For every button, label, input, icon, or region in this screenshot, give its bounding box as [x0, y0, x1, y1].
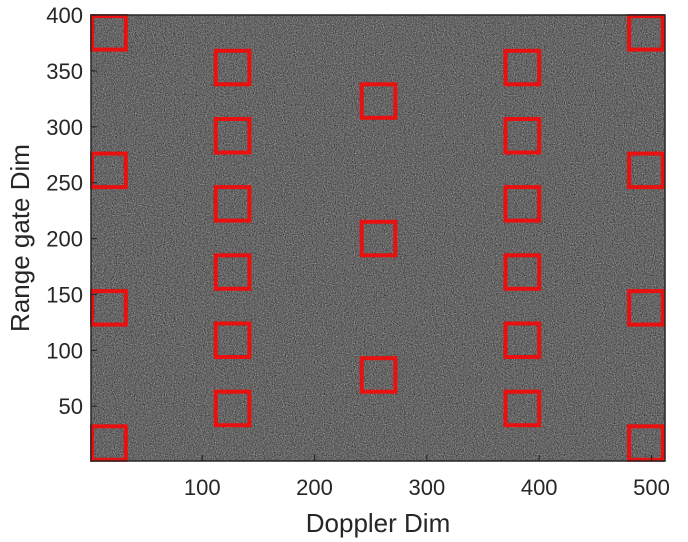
target-box [503, 321, 542, 359]
x-tick-label: 300 [409, 475, 446, 500]
target-box [359, 219, 398, 258]
target-box [90, 151, 128, 190]
target-box [213, 185, 252, 223]
target-box [213, 117, 252, 155]
target-box [503, 253, 542, 291]
x-axis-label: Doppler Dim [306, 508, 451, 538]
y-tick-label: 250 [46, 171, 83, 196]
target-box [213, 48, 252, 87]
target-box [503, 48, 542, 87]
target-box [627, 424, 665, 462]
target-box [503, 389, 542, 428]
target-box [503, 117, 542, 155]
x-tick-label: 200 [296, 475, 333, 500]
target-box [359, 356, 398, 394]
x-tick-label: 100 [184, 475, 221, 500]
y-tick-label: 350 [46, 59, 83, 84]
y-tick-label: 150 [46, 282, 83, 307]
x-axis-ticks: 100 200 300 400 500 [184, 455, 670, 500]
target-box [213, 389, 252, 428]
target-box [90, 289, 128, 327]
noise-texture [91, 15, 665, 461]
x-tick-label: 400 [521, 475, 558, 500]
target-box [627, 151, 665, 190]
y-tick-label: 400 [46, 3, 83, 28]
plot-area [90, 14, 666, 462]
y-tick-label: 300 [46, 115, 83, 140]
target-box [503, 185, 542, 223]
y-tick-label: 50 [59, 394, 83, 419]
target-box [359, 82, 398, 120]
x-tick-label: 500 [633, 475, 670, 500]
y-tick-label: 100 [46, 338, 83, 363]
target-box [90, 424, 128, 462]
target-box [213, 253, 252, 291]
y-axis-label: Range gate Dim [5, 144, 35, 332]
target-box [90, 14, 128, 52]
y-tick-label: 200 [46, 227, 83, 252]
target-box [213, 321, 252, 359]
target-box [627, 14, 665, 52]
y-axis-ticks: 50 100 150 200 250 300 350 400 [46, 3, 97, 419]
target-box [627, 289, 665, 327]
target-boxes [90, 14, 665, 462]
